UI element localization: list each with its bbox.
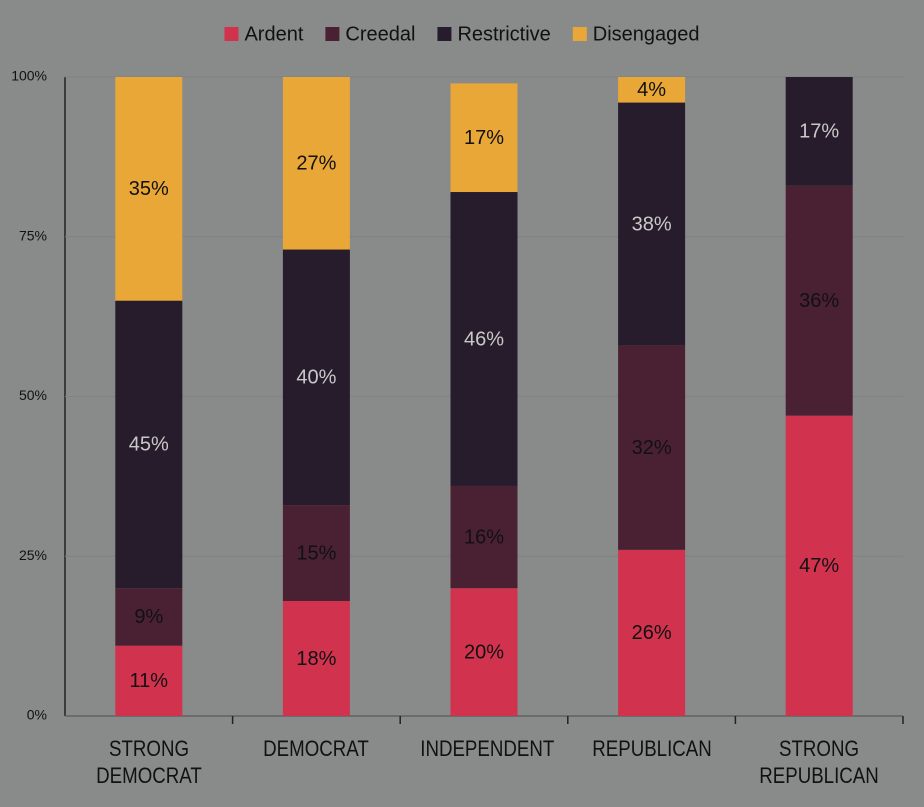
x-tick-label: DEMOCRAT [263, 736, 370, 761]
bar-segment [282, 600, 350, 716]
bar-segment [618, 102, 686, 346]
bar-segment [785, 77, 853, 186]
data-label: 17% [464, 127, 504, 149]
legend-item: Disengaged [572, 23, 700, 45]
y-tick-label: 100% [11, 68, 47, 84]
data-label: 9% [134, 606, 163, 628]
bar-segment [282, 77, 350, 250]
legend-swatch [572, 27, 587, 41]
bar-segment [115, 77, 183, 301]
data-label: 46% [464, 328, 504, 350]
data-label: 38% [632, 213, 672, 235]
legend-item: Ardent [224, 23, 304, 45]
legend-label: Creedal [345, 23, 415, 45]
bar-segment [450, 485, 518, 589]
data-label: 18% [296, 648, 336, 670]
bar-segment [450, 588, 518, 716]
y-tick-label: 25% [19, 547, 47, 563]
data-label: 20% [464, 641, 504, 663]
legend-swatch [437, 27, 452, 41]
bar-segment [618, 77, 686, 103]
legend-swatch [224, 27, 239, 41]
legend-label: Restrictive [457, 23, 550, 45]
x-tick-label: STRONG REPUBLICAN [759, 736, 879, 788]
legend-item: Restrictive [437, 23, 551, 45]
data-label: 11% [130, 670, 169, 692]
y-tick-label: 75% [19, 227, 47, 243]
data-label: 35% [129, 178, 169, 200]
data-label: 47% [799, 555, 839, 577]
bar-segment [282, 249, 350, 506]
legend-label: Ardent [244, 23, 303, 45]
bar-segment [450, 192, 518, 486]
data-label: 17% [799, 121, 839, 143]
data-label: 15% [296, 542, 336, 564]
data-label: 32% [632, 437, 672, 459]
bar-segment [115, 300, 183, 589]
bar-segment [618, 345, 686, 550]
bar-segment [618, 549, 686, 716]
data-label: 45% [129, 434, 169, 456]
x-tick-label: INDEPENDENT [420, 736, 555, 761]
data-label: 36% [799, 290, 839, 312]
data-label: 26% [632, 622, 672, 644]
y-tick-label: 50% [19, 387, 47, 403]
bar-segment [785, 415, 853, 716]
data-label: 16% [464, 526, 504, 548]
legend-label: Disengaged [593, 23, 700, 45]
data-label: 40% [296, 367, 336, 389]
legend: Ardent Creedal Restrictive Disengaged [224, 23, 700, 45]
bar-segment [785, 185, 853, 416]
bar-segment [282, 505, 350, 601]
y-tick-label: 0% [27, 707, 47, 723]
x-tick-label: REPUBLICAN [591, 736, 712, 761]
bar-segment [115, 588, 183, 646]
legend-item: Creedal [325, 23, 415, 45]
bar-segment [450, 83, 518, 193]
data-label: 27% [296, 153, 336, 175]
x-tick-label: STRONG DEMOCRAT [95, 736, 202, 788]
legend-swatch [325, 27, 340, 41]
data-label: 4% [637, 79, 666, 101]
bar-segment [115, 645, 183, 716]
